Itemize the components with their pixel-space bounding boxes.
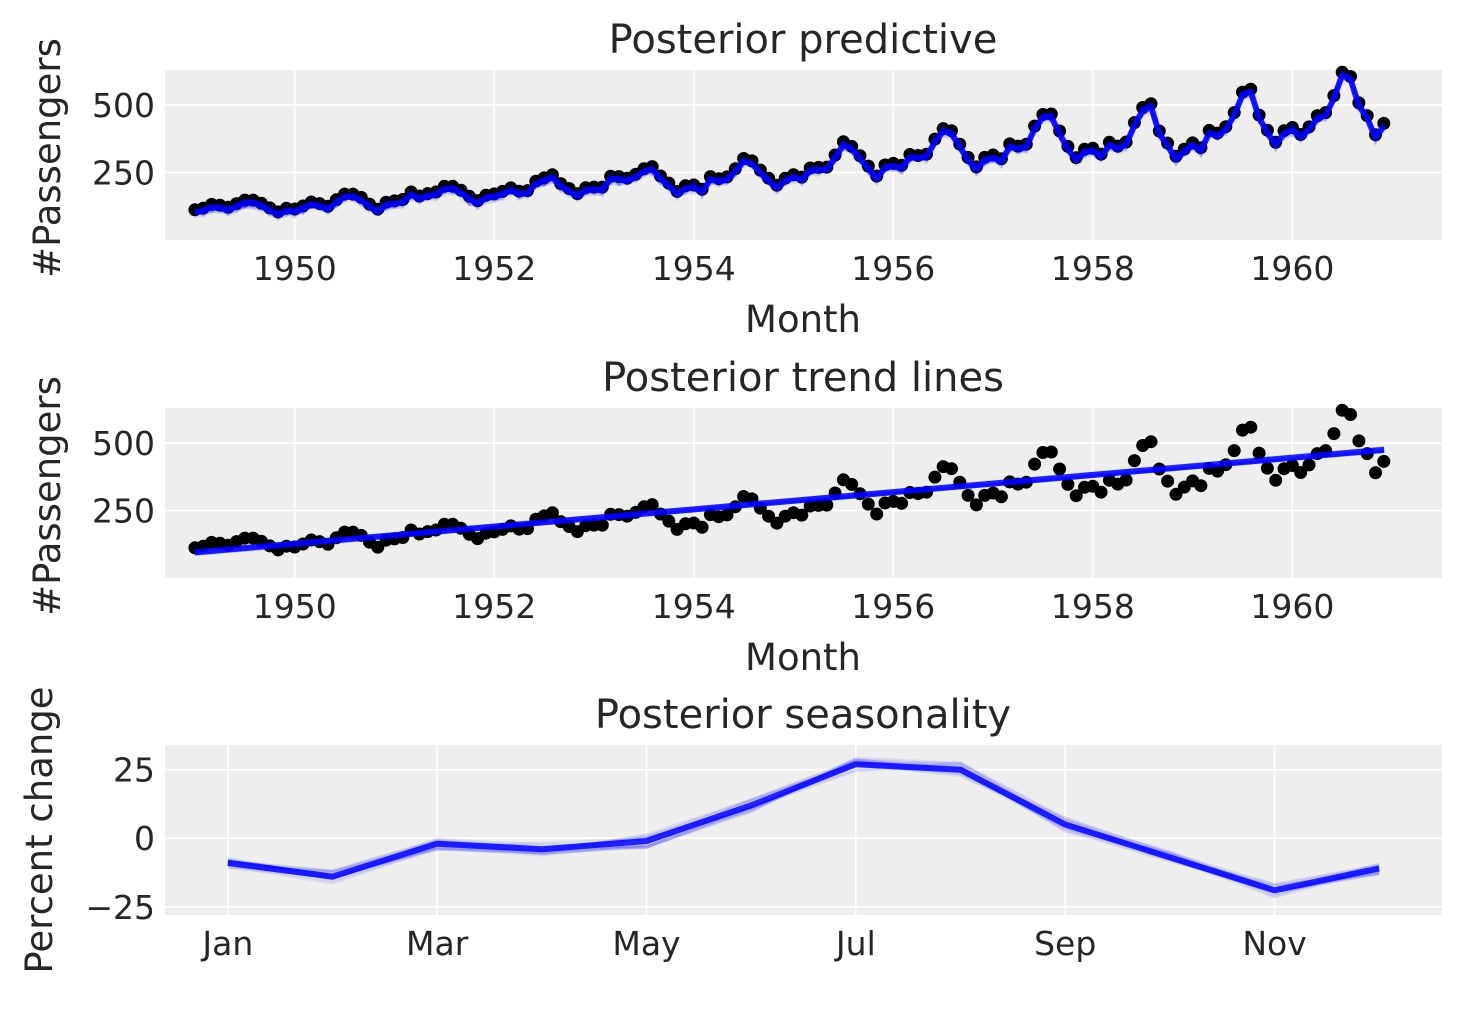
x-tick-label: 1950 — [253, 587, 337, 626]
x-tick-label: 1954 — [652, 587, 736, 626]
observed-point — [695, 520, 709, 534]
observed-point — [1302, 458, 1316, 472]
posterior-sample-line — [227, 766, 1380, 891]
y-tick-label: 500 — [92, 86, 155, 125]
observed-point — [1244, 420, 1258, 434]
observed-point — [994, 490, 1008, 504]
x-tick-label: Sep — [1034, 924, 1096, 963]
observed-point — [1161, 474, 1175, 488]
observed-point — [845, 477, 859, 491]
ticks: 1950 1952 1954 1956 1958 1960 250 500 — [92, 86, 1334, 288]
x-axis-label: Month — [745, 298, 861, 341]
observed-point — [1194, 479, 1208, 493]
x-tick-label: 1958 — [1051, 249, 1135, 288]
observed-point — [969, 498, 983, 512]
posterior-mean-line — [194, 446, 1385, 556]
observed-point — [1369, 466, 1382, 480]
panel-posterior-trend-lines: 1950 1952 1954 1956 1958 1960 250 500 Posterior… — [26, 355, 1442, 679]
y-axis-label: #Passengers — [26, 38, 69, 278]
y-tick-label: 250 — [92, 154, 155, 193]
x-tick-label: Jan — [200, 924, 253, 963]
observed-point — [820, 498, 834, 512]
observed-point — [1252, 446, 1266, 460]
x-tick-label: 1958 — [1051, 587, 1135, 626]
panel-posterior-seasonality: Jan Mar May Jul Sep Nov −25 0 25 Posterior seaso… — [18, 686, 1442, 974]
marks — [227, 756, 1380, 899]
chart-title: Posterior seasonality — [595, 692, 1011, 738]
observed-point — [1269, 473, 1283, 487]
observed-point — [545, 506, 559, 520]
x-tick-label: Mar — [406, 924, 469, 963]
panel-posterior-predictive: 1950 1952 1954 1956 1958 1960 250 500 Posterior… — [26, 17, 1442, 341]
x-tick-label: Jul — [834, 924, 876, 963]
y-axis-label: #Passengers — [26, 376, 69, 616]
observed-point — [1061, 477, 1075, 491]
x-tick-label: 1954 — [652, 249, 736, 288]
observed-point — [1294, 466, 1308, 479]
ticks: 1950 1952 1954 1956 1958 1960 250 500 — [92, 424, 1334, 626]
observed-point — [1028, 457, 1042, 471]
y-axis-label: Percent change — [18, 686, 61, 973]
y-tick-label: 250 — [92, 492, 155, 531]
observed-point — [945, 462, 958, 476]
observed-point — [928, 470, 942, 484]
x-tick-label: 1952 — [452, 249, 536, 288]
observed-point — [1053, 462, 1067, 476]
y-tick-label: 25 — [113, 751, 155, 790]
observed-point — [1069, 489, 1083, 503]
x-tick-label: May — [612, 924, 680, 963]
ticks: Jan Mar May Jul Sep Nov −25 0 25 — [85, 751, 1306, 963]
posterior-mean-line — [227, 761, 1380, 894]
x-tick-label: Nov — [1242, 924, 1306, 963]
observed-point — [1327, 427, 1341, 441]
x-tick-label: 1950 — [253, 249, 337, 288]
chart-title: Posterior predictive — [609, 17, 998, 63]
observed-point — [870, 507, 884, 521]
observed-point — [1144, 435, 1158, 449]
observed-point — [861, 497, 875, 511]
observed-point — [1352, 434, 1366, 448]
observed-point — [1044, 445, 1058, 459]
x-tick-label: 1960 — [1250, 587, 1334, 626]
chart-title: Posterior trend lines — [602, 355, 1004, 401]
x-tick-label: 1960 — [1250, 249, 1334, 288]
observed-point — [720, 508, 734, 522]
observed-point — [895, 496, 909, 510]
observed-point — [1119, 473, 1133, 487]
x-tick-label: 1956 — [851, 587, 935, 626]
observed-point — [795, 508, 809, 522]
plot-area — [165, 745, 1442, 915]
observed-point — [1344, 408, 1357, 421]
observed-point — [1094, 485, 1108, 499]
y-tick-label: 0 — [134, 819, 155, 858]
marks — [188, 65, 1391, 222]
x-tick-label: 1956 — [851, 249, 935, 288]
observed-point — [595, 518, 609, 532]
y-tick-label: −25 — [85, 888, 155, 927]
observed-point — [1227, 444, 1241, 458]
marks — [188, 403, 1391, 557]
x-tick-label: 1952 — [452, 587, 536, 626]
observed-point — [645, 498, 659, 512]
observed-point — [1260, 461, 1274, 475]
y-tick-label: 500 — [92, 424, 155, 463]
observed-point — [961, 488, 975, 502]
observed-point — [1377, 454, 1391, 468]
observed-point — [1127, 454, 1141, 468]
observed-point — [662, 514, 676, 528]
grid — [165, 745, 1442, 915]
x-axis-label: Month — [745, 636, 861, 679]
posterior-mean-line — [194, 71, 1387, 218]
